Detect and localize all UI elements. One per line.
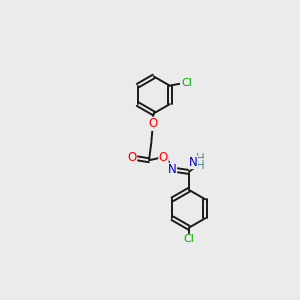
Text: O: O bbox=[159, 152, 168, 164]
Text: Cl: Cl bbox=[183, 234, 194, 244]
Text: H: H bbox=[196, 153, 205, 166]
Text: H: H bbox=[196, 152, 205, 165]
Text: N: N bbox=[168, 164, 177, 176]
Text: Cl: Cl bbox=[181, 78, 192, 88]
Text: N: N bbox=[189, 156, 198, 169]
Text: O: O bbox=[148, 117, 157, 130]
Text: O: O bbox=[128, 152, 137, 164]
Text: N: N bbox=[196, 158, 205, 171]
Text: H: H bbox=[196, 159, 205, 172]
